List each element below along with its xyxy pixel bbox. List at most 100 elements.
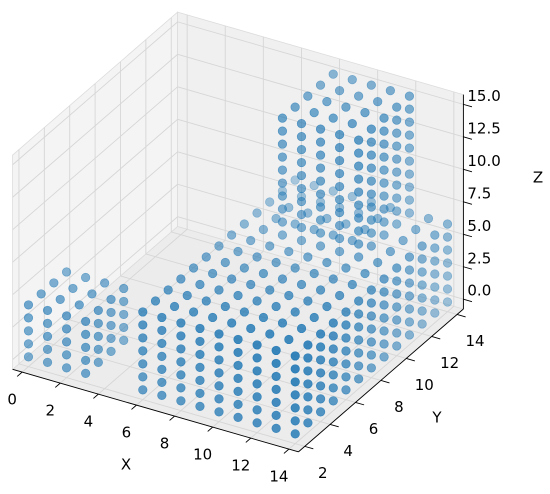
z-tick-label: 5.0 (467, 217, 491, 235)
point (379, 178, 389, 188)
point (328, 274, 338, 284)
point (334, 194, 345, 205)
grid-line (12, 118, 178, 263)
point (271, 371, 281, 382)
point (373, 97, 383, 107)
point (23, 339, 34, 349)
point (246, 235, 256, 246)
point (233, 290, 243, 301)
tick-mark (283, 448, 290, 454)
point (328, 396, 338, 406)
point (265, 197, 275, 207)
x-tick-label: 14 (269, 468, 288, 486)
point (379, 152, 389, 162)
point (366, 80, 376, 90)
z-axis-label: Z (533, 169, 543, 187)
tick-mark (16, 371, 23, 377)
point (404, 195, 415, 205)
grid-line (177, 53, 464, 138)
point (366, 163, 376, 173)
point (379, 204, 389, 214)
point (252, 340, 262, 350)
tick-mark (93, 393, 99, 399)
y-axis-line (298, 308, 464, 453)
point (252, 379, 262, 389)
point (392, 128, 402, 138)
point (74, 300, 84, 310)
point (290, 307, 300, 317)
point (392, 154, 402, 164)
point (328, 357, 338, 367)
point (296, 222, 307, 233)
point (23, 300, 34, 310)
point (322, 301, 332, 312)
point (417, 306, 427, 316)
point (404, 278, 415, 288)
point (233, 334, 243, 345)
point (366, 202, 376, 212)
point (303, 379, 313, 389)
point (277, 318, 288, 328)
point (252, 418, 262, 428)
point (284, 290, 294, 301)
point (366, 324, 376, 334)
point (404, 208, 415, 218)
point (277, 230, 288, 240)
point (93, 331, 103, 342)
point (290, 102, 300, 112)
point (296, 209, 307, 220)
point (392, 302, 402, 312)
point (252, 353, 262, 363)
point (379, 326, 389, 336)
point (233, 347, 243, 358)
point (277, 217, 288, 227)
point (354, 91, 364, 101)
point (315, 368, 326, 378)
point (296, 279, 307, 290)
grid-line (12, 86, 178, 231)
point (334, 181, 345, 192)
point (315, 137, 326, 147)
point (404, 291, 415, 301)
point (417, 267, 427, 277)
point (303, 405, 313, 415)
point (214, 241, 224, 251)
point (379, 165, 389, 175)
point (392, 289, 402, 299)
point (176, 396, 186, 406)
point (138, 359, 148, 369)
point (309, 107, 319, 118)
point (392, 206, 402, 216)
point (296, 183, 307, 194)
x-axis-label: X (121, 456, 131, 474)
y-tick-label: 4 (343, 442, 353, 460)
tick-mark (304, 445, 314, 450)
point (392, 180, 402, 190)
point (258, 312, 269, 323)
point (360, 108, 370, 118)
point (341, 307, 351, 317)
point (195, 336, 205, 347)
point (392, 102, 402, 112)
point (252, 252, 262, 262)
tick-mark (355, 401, 365, 406)
point (208, 312, 218, 323)
point (227, 318, 237, 328)
point (163, 285, 173, 295)
point (258, 268, 269, 279)
point (366, 298, 376, 308)
x-tick-label: 12 (231, 457, 250, 475)
point (392, 315, 402, 325)
point (366, 285, 376, 295)
point (366, 337, 376, 347)
point (315, 381, 326, 391)
point (354, 187, 364, 197)
y-axis-label: Y (431, 409, 442, 427)
point (354, 322, 364, 332)
point (252, 296, 262, 306)
z-tick-label: 10.0 (467, 152, 500, 170)
point (334, 207, 345, 218)
point (379, 139, 389, 149)
point (335, 290, 345, 301)
point (176, 357, 186, 367)
